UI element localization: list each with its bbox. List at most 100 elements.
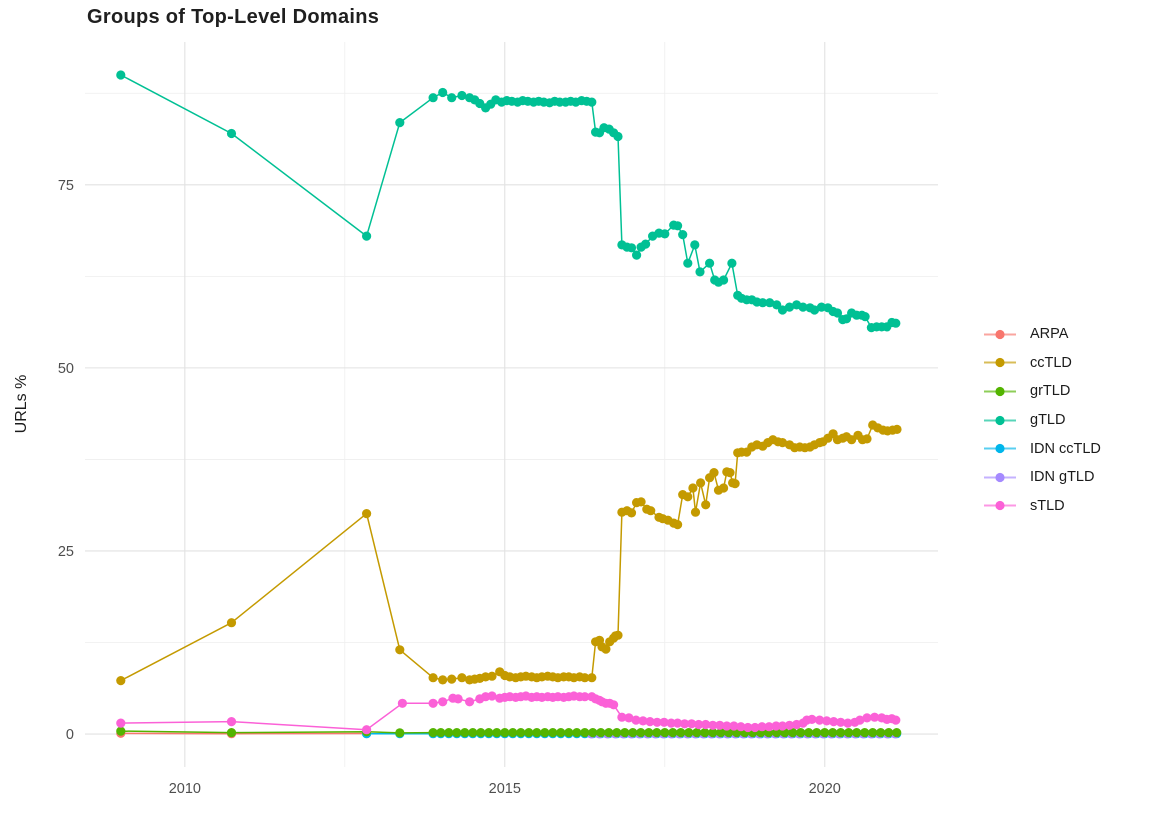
data-point: [612, 728, 622, 738]
y-tick-label: 0: [66, 727, 74, 743]
data-point: [609, 700, 619, 710]
data-point: [564, 728, 574, 738]
data-point: [395, 118, 405, 128]
legend-key-dot: [995, 329, 1005, 339]
data-point: [771, 721, 781, 731]
data-point: [572, 728, 582, 738]
data-point: [532, 728, 542, 738]
data-point: [843, 718, 853, 728]
data-point: [428, 728, 438, 738]
data-point: [492, 728, 502, 738]
data-point: [727, 258, 737, 268]
data-point: [788, 728, 798, 738]
data-point: [715, 720, 725, 730]
data-point: [516, 728, 526, 738]
data-point: [812, 728, 822, 738]
series-grTLD: [116, 726, 902, 738]
y-tick-label: 50: [58, 361, 74, 377]
data-point: [860, 728, 870, 738]
data-point: [460, 728, 470, 738]
data-point: [892, 728, 902, 738]
data-point: [524, 728, 534, 738]
data-point: [447, 93, 457, 103]
data-point: [226, 717, 237, 727]
data-point: [652, 717, 662, 727]
data-point: [876, 728, 886, 738]
data-point: [683, 492, 693, 502]
x-tick-label: 2020: [809, 781, 841, 797]
data-point: [772, 728, 782, 738]
data-point: [636, 728, 646, 738]
data-point: [601, 644, 611, 654]
data-point: [719, 483, 729, 493]
data-point: [660, 229, 670, 239]
legend-item-ARPA: ARPA: [983, 320, 1101, 349]
data-point: [395, 645, 405, 655]
series-ccTLD: [116, 420, 902, 686]
data-point: [116, 718, 126, 728]
data-point: [636, 497, 646, 507]
data-point: [453, 694, 463, 704]
data-point: [777, 438, 788, 448]
legend-item-grTLD: grTLD: [983, 377, 1101, 406]
data-point: [722, 721, 732, 731]
data-point: [116, 676, 126, 686]
data-point: [694, 719, 704, 730]
y-tick-label: 25: [58, 544, 74, 560]
data-point: [587, 673, 597, 683]
data-point: [700, 728, 710, 738]
data-point: [844, 728, 854, 738]
data-point: [777, 721, 788, 731]
data-point: [428, 93, 438, 103]
data-point: [628, 728, 638, 738]
legend-item-ccTLD: ccTLD: [983, 349, 1101, 378]
data-point: [855, 715, 865, 725]
data-point: [397, 698, 407, 708]
data-point: [784, 302, 795, 312]
data-point: [604, 728, 614, 738]
data-point: [631, 715, 641, 725]
data-point: [487, 691, 497, 701]
data-point: [556, 728, 566, 738]
data-point: [852, 728, 862, 738]
data-point: [696, 478, 706, 488]
data-point: [709, 468, 719, 478]
data-point: [613, 630, 623, 640]
data-point: [457, 673, 467, 683]
data-point: [632, 250, 642, 260]
data-point: [688, 483, 698, 493]
data-point: [620, 728, 630, 738]
data-point: [226, 728, 237, 738]
y-tick-label: 75: [58, 178, 74, 194]
data-point: [428, 698, 438, 708]
data-point: [820, 728, 830, 738]
data-point: [828, 728, 838, 738]
data-point: [690, 507, 701, 517]
data-point: [588, 728, 598, 738]
data-point: [116, 726, 126, 736]
data-point: [884, 728, 894, 738]
data-point: [500, 728, 510, 738]
data-point: [666, 718, 676, 728]
data-point: [646, 506, 656, 516]
data-point: [862, 713, 872, 723]
data-point: [673, 221, 683, 231]
legend-key-dot: [995, 358, 1005, 368]
data-point: [362, 231, 372, 241]
data-point: [807, 714, 817, 725]
legend-key-dot: [995, 444, 1005, 454]
legend-item-IDN-gTLD: IDN gTLD: [983, 463, 1101, 492]
data-point: [764, 722, 774, 732]
data-point: [452, 728, 462, 738]
data-point: [438, 697, 448, 707]
data-point: [652, 728, 662, 738]
data-point: [892, 424, 902, 434]
data-point: [580, 692, 590, 702]
data-point: [725, 468, 735, 478]
legend-label: ccTLD: [1030, 354, 1072, 371]
data-point: [468, 728, 478, 738]
legend-key-dot: [995, 501, 1005, 511]
data-point: [613, 131, 623, 142]
legend-label: gTLD: [1030, 412, 1066, 429]
data-point: [678, 230, 688, 240]
